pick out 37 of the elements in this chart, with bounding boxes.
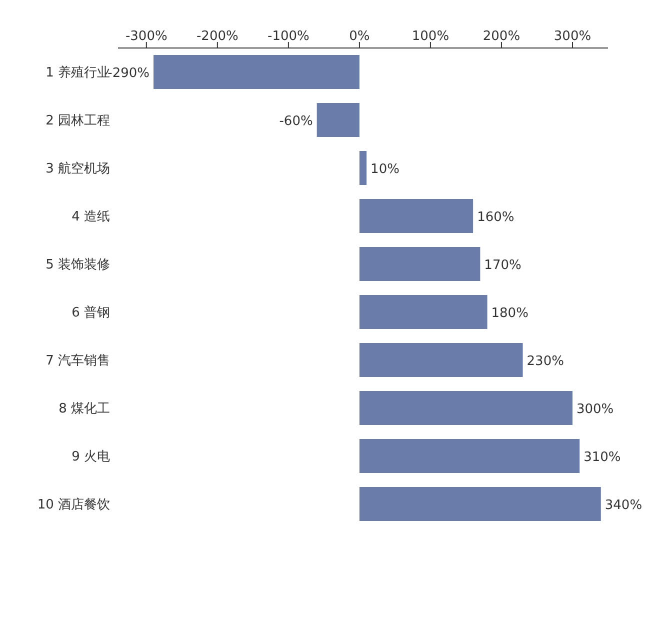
bar (359, 343, 523, 377)
data-label: 340% (604, 498, 642, 513)
bar (359, 247, 480, 281)
x-tick-label: -200% (196, 29, 238, 44)
bar (359, 151, 367, 185)
data-label: 310% (584, 450, 621, 465)
bar (154, 55, 360, 89)
y-tick-label: 1 养殖行业 (46, 64, 110, 81)
x-tick-label: -100% (268, 29, 310, 44)
y-tick-label: 8 煤化工 (58, 402, 110, 417)
x-tick-label: 100% (412, 29, 450, 44)
y-tick-label: 10 酒店餐饮 (37, 496, 110, 513)
y-tick-label: 2 园林工程 (46, 114, 110, 129)
data-label: 170% (484, 258, 522, 273)
bar (359, 295, 488, 329)
data-label: 160% (477, 210, 514, 225)
y-tick-label: 4 造纸 (72, 210, 110, 225)
data-label: -290% (108, 66, 150, 81)
data-label: -60% (279, 114, 313, 129)
y-tick-label: 7 汽车销售 (46, 354, 110, 369)
data-label: 180% (491, 306, 528, 321)
x-tick-label: -300% (125, 29, 168, 44)
bar (359, 439, 580, 473)
bar (359, 199, 474, 233)
x-tick-label: 200% (482, 29, 520, 44)
data-label: 230% (526, 354, 564, 369)
x-tick-label: 0% (349, 29, 370, 44)
y-tick-label: 6 普钢 (72, 304, 110, 321)
bar (359, 487, 601, 521)
bar (316, 103, 360, 137)
data-label: 10% (370, 162, 400, 177)
y-tick-label: 9 火电 (72, 450, 110, 465)
data-label: 300% (576, 402, 614, 417)
y-tick-label: 5 装饰装修 (46, 258, 110, 273)
bar (359, 391, 572, 425)
x-tick-label: 300% (554, 29, 592, 44)
y-tick-label: 3 航空机场 (46, 162, 110, 177)
